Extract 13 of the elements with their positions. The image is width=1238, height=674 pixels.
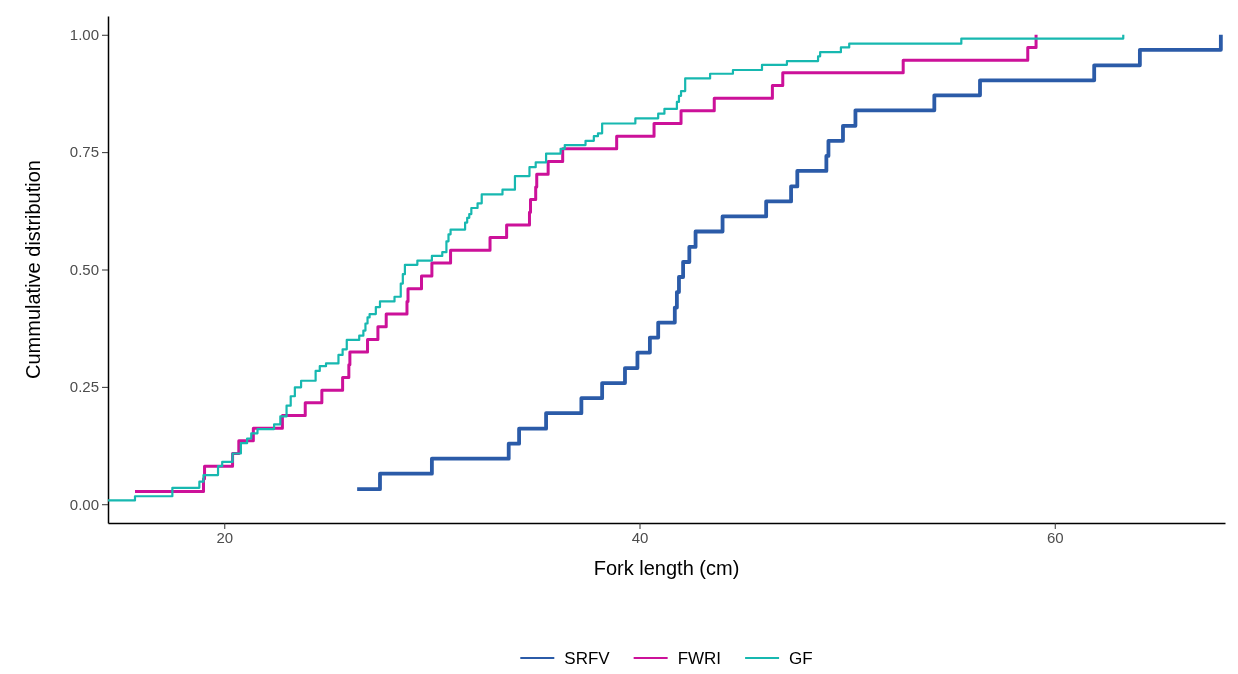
y-tick-label: 0.75: [69, 143, 99, 161]
x-tick-label: 20: [216, 528, 234, 546]
legend-label: FWRI: [677, 649, 722, 668]
x-tick-label: 60: [1046, 528, 1064, 546]
y-tick-label: 0.00: [69, 495, 99, 513]
legend-label: SRFV: [564, 649, 611, 668]
x-tick-label: 40: [631, 528, 649, 546]
x-axis-title: Fork length (cm): [593, 557, 740, 579]
y-tick-label: 1.00: [69, 26, 99, 44]
y-tick-label: 0.50: [69, 260, 99, 278]
y-axis-title: Cummulative distribution: [22, 160, 44, 379]
y-tick-label: 0.25: [69, 378, 99, 396]
legend-label: GF: [789, 649, 813, 668]
